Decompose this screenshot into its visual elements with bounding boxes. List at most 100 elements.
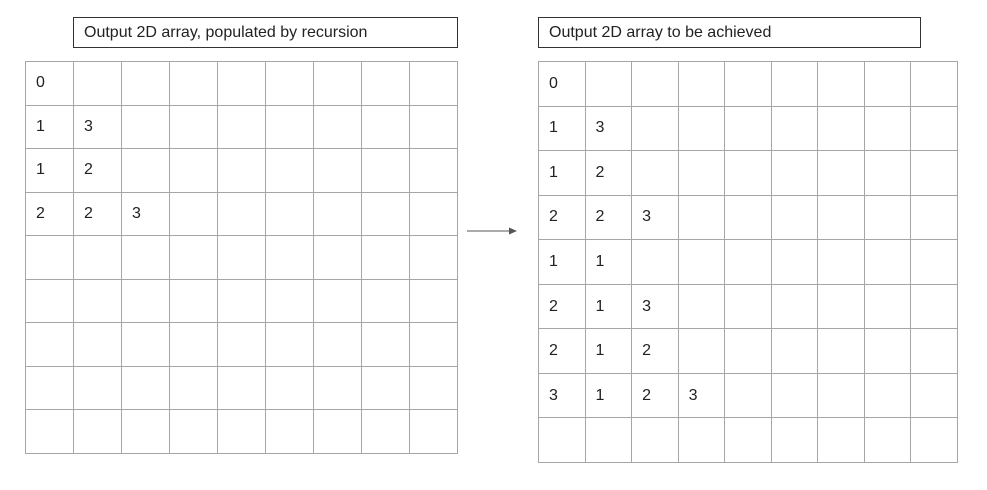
array-cell: 2 (539, 284, 586, 330)
array-cell (818, 106, 865, 152)
array-cell (771, 418, 819, 463)
array-cell: 2 (585, 151, 633, 196)
array-cell (725, 195, 772, 241)
array-cell (725, 284, 772, 330)
array-cell (266, 279, 314, 324)
array-cell: 2 (585, 195, 633, 241)
array-cell (170, 410, 218, 454)
array-cell (314, 366, 362, 411)
array-cell: 3 (678, 373, 726, 419)
array-cell (818, 418, 865, 463)
array-cell (771, 373, 819, 419)
right-arrow-icon (467, 227, 517, 235)
array-cell (818, 195, 865, 241)
array-cell (911, 329, 958, 374)
array-cell (864, 240, 912, 285)
array-cell (26, 366, 74, 411)
array-cell (122, 410, 170, 454)
array-cell (74, 279, 122, 324)
array-cell (266, 366, 314, 411)
array-cell (218, 323, 266, 367)
array-cell (632, 106, 679, 152)
array-cell (911, 418, 958, 463)
array-cell (678, 284, 726, 330)
array-cell: 2 (539, 329, 586, 374)
array-cell (725, 151, 772, 196)
array-cell (122, 62, 170, 106)
array-cell (678, 329, 726, 374)
array-cell (362, 366, 410, 411)
array-cell: 0 (26, 62, 74, 106)
array-cell (818, 62, 865, 107)
array-cell (725, 373, 772, 419)
array-cell (218, 410, 266, 454)
array-cell (266, 323, 314, 367)
array-cell (864, 329, 912, 374)
array-cell (585, 62, 633, 107)
array-cell (362, 105, 410, 150)
array-cell (362, 279, 410, 324)
array-cell (632, 240, 679, 285)
array-cell (410, 149, 458, 193)
array-cell (410, 62, 458, 106)
array-cell (362, 236, 410, 280)
array-cell (911, 284, 958, 330)
array-cell (122, 323, 170, 367)
array-cell: 1 (539, 106, 586, 152)
array-cell (818, 240, 865, 285)
array-cell: 1 (539, 151, 586, 196)
array-cell (911, 240, 958, 285)
array-cell (410, 366, 458, 411)
array-cell (585, 418, 633, 463)
array-cell (218, 279, 266, 324)
array-cell (170, 323, 218, 367)
array-cell (864, 373, 912, 419)
array-cell (678, 106, 726, 152)
array-cell (771, 240, 819, 285)
array-cell (410, 236, 458, 280)
array-cell (122, 279, 170, 324)
array-cell (218, 105, 266, 150)
array-cell (170, 105, 218, 150)
array-cell (771, 62, 819, 107)
array-cell (314, 279, 362, 324)
array-cell (314, 236, 362, 280)
array-cell (218, 192, 266, 237)
array-cell (170, 279, 218, 324)
array-cell (266, 192, 314, 237)
array-cell (362, 192, 410, 237)
array-cell (678, 240, 726, 285)
array-cell (26, 279, 74, 324)
array-cell (314, 62, 362, 106)
array-cell: 1 (26, 149, 74, 193)
array-cell (266, 105, 314, 150)
array-cell (314, 323, 362, 367)
array-cell (864, 106, 912, 152)
array-cell (539, 418, 586, 463)
array-cell (725, 329, 772, 374)
array-cell (26, 410, 74, 454)
array-cell (818, 329, 865, 374)
array-cell (678, 418, 726, 463)
array-cell: 1 (539, 240, 586, 285)
array-cell (170, 236, 218, 280)
array-cell (266, 410, 314, 454)
array-cell (362, 62, 410, 106)
array-cell (632, 62, 679, 107)
array-cell (218, 366, 266, 411)
array-cell (26, 236, 74, 280)
array-cell (771, 151, 819, 196)
array-cell (362, 323, 410, 367)
array-cell: 3 (539, 373, 586, 419)
array-cell (170, 366, 218, 411)
array-cell (864, 418, 912, 463)
array-cell (266, 62, 314, 106)
array-cell (218, 62, 266, 106)
array-cell (74, 62, 122, 106)
array-cell (314, 410, 362, 454)
array-cell: 2 (74, 149, 122, 193)
array-cell (74, 366, 122, 411)
array-cell (26, 323, 74, 367)
array-cell (170, 62, 218, 106)
